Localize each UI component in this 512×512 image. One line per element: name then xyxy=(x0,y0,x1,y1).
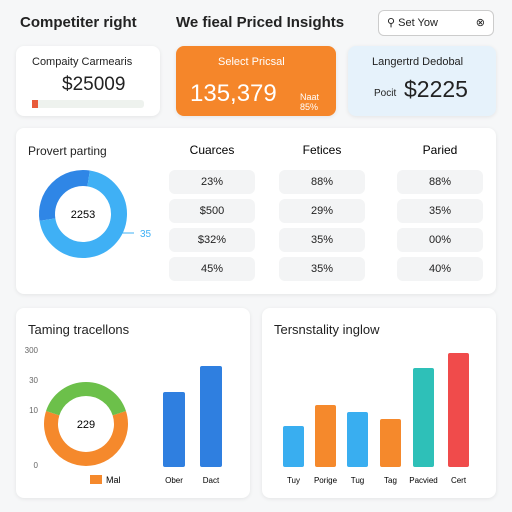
card-value: $25009 xyxy=(62,74,126,95)
table-cell: $32% xyxy=(169,228,255,252)
table-cell: 45% xyxy=(169,257,255,281)
donut-side-label: 35 xyxy=(140,229,152,240)
app-title: Competiter right xyxy=(20,14,137,31)
table-cell: $500 xyxy=(169,199,255,223)
table-cell: 88% xyxy=(279,170,365,194)
table-header: Paried xyxy=(423,143,458,157)
x-label: Pacvied xyxy=(409,476,437,485)
card-label: Langertrd Dedobal xyxy=(372,56,464,68)
table-cell: 35% xyxy=(397,199,483,223)
y-label: 10 xyxy=(29,406,38,415)
table-cell: 35% xyxy=(279,228,365,252)
table-cell: 00% xyxy=(397,228,483,252)
x-label: Dact xyxy=(203,476,220,485)
card: Select Pricsal 135,379 Naat 85% xyxy=(176,46,336,116)
donut-center: 229 xyxy=(77,419,95,431)
panel-title: Provert parting xyxy=(28,144,107,158)
card-note: Naat 85% xyxy=(300,92,320,112)
legend-label: Mal xyxy=(106,475,121,485)
x-label: Ober xyxy=(165,476,183,485)
card: Compaity Carmearis $25009 xyxy=(16,46,160,116)
bar xyxy=(163,392,185,467)
table-cell: 35% xyxy=(279,257,365,281)
x-label: Porige xyxy=(314,476,338,485)
search-text: Set Yow xyxy=(398,17,438,29)
panel-title: Taming tracellons xyxy=(28,322,130,337)
donut-segment xyxy=(39,170,127,258)
card-prefix: Pocit xyxy=(374,88,397,99)
donut-segment xyxy=(44,411,128,466)
table-cell: 40% xyxy=(397,257,483,281)
x-label: Tuy xyxy=(287,476,300,485)
bar xyxy=(200,366,222,467)
y-label: 0 xyxy=(34,461,39,470)
bar xyxy=(315,405,336,467)
chart: Tuy Porige Tug Tag Pacvied Cert xyxy=(283,353,469,485)
card-label: Compaity Carmearis xyxy=(32,56,133,68)
card-value: $2225 xyxy=(404,76,468,102)
table-cell: 23% xyxy=(169,170,255,194)
progress xyxy=(32,100,144,108)
table-cell: 29% xyxy=(279,199,365,223)
bar xyxy=(283,426,304,467)
overview-panel: Provert parting 2253 35 Cuarces Fetices Pari… xyxy=(16,128,496,294)
donut-center: 2253 xyxy=(71,209,95,221)
legend-swatch xyxy=(90,475,102,484)
donut-chart: 2253 35 Cuarces Fetices Paried xyxy=(39,143,458,258)
table-cell: 88% xyxy=(397,170,483,194)
donut-segment xyxy=(46,382,126,416)
x-label: Tug xyxy=(351,476,365,485)
bar xyxy=(448,353,469,467)
card-value: 135,379 xyxy=(190,80,277,107)
table-header: Cuarces xyxy=(190,143,235,157)
card: Langertrd Dedobal Pocit $2225 xyxy=(348,46,496,116)
y-label: 300 xyxy=(25,346,39,355)
bar xyxy=(347,412,368,467)
table-header: Fetices xyxy=(303,143,342,157)
chart-panel: Taming tracellons 300 30 10 0 229 Mal Ober Dact xyxy=(16,308,250,498)
panel-title: Tersnstality inglow xyxy=(274,322,380,337)
donut-segment xyxy=(39,170,90,221)
bar xyxy=(413,368,434,467)
y-label: 30 xyxy=(29,376,38,385)
x-label: Cert xyxy=(451,476,467,485)
search-box[interactable]: ⚲ Set Yow ⊗ xyxy=(378,10,494,36)
card-label: Select Pricsal xyxy=(218,56,285,68)
page-title: We fieal Priced Insights xyxy=(176,14,345,31)
chart-panel: Tersnstality inglow Tuy Porige Tug Tag Pacvi… xyxy=(262,308,496,498)
bar xyxy=(380,419,401,467)
chart: 300 30 10 0 229 Mal Ober Dact xyxy=(25,346,222,485)
x-label: Tag xyxy=(384,476,397,485)
